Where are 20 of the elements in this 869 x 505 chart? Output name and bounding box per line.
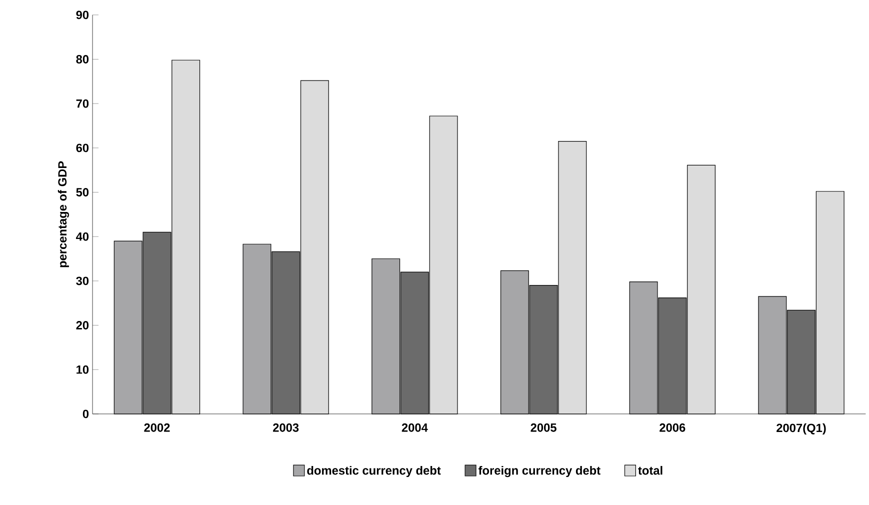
y-tick-label: 80 <box>76 54 89 64</box>
y-tick-label: 30 <box>76 276 89 285</box>
legend-label: total <box>638 466 662 474</box>
y-tick-label: 60 <box>76 143 89 152</box>
x-tick-label: 2003 <box>273 423 299 432</box>
x-tick-label: 2006 <box>660 423 686 432</box>
y-tick-label: 90 <box>76 10 89 19</box>
x-tick-label: 2007(Q1) <box>776 423 826 434</box>
y-axis-title: percentage of GDP <box>58 161 70 267</box>
y-tick-label: 40 <box>76 232 89 241</box>
y-tick-label: 0 <box>82 409 89 418</box>
legend-label: domestic currency debt <box>307 466 441 477</box>
y-tick-label: 20 <box>76 320 89 330</box>
y-tick-label: 50 <box>76 188 89 196</box>
y-tick-label: 10 <box>76 365 89 374</box>
x-tick-label: 2005 <box>530 423 556 432</box>
x-tick-label: 2002 <box>144 423 170 432</box>
y-tick-label: 70 <box>76 99 89 108</box>
x-tick-label: 2004 <box>402 423 428 432</box>
legend-label: foreign currency debt <box>478 466 600 477</box>
